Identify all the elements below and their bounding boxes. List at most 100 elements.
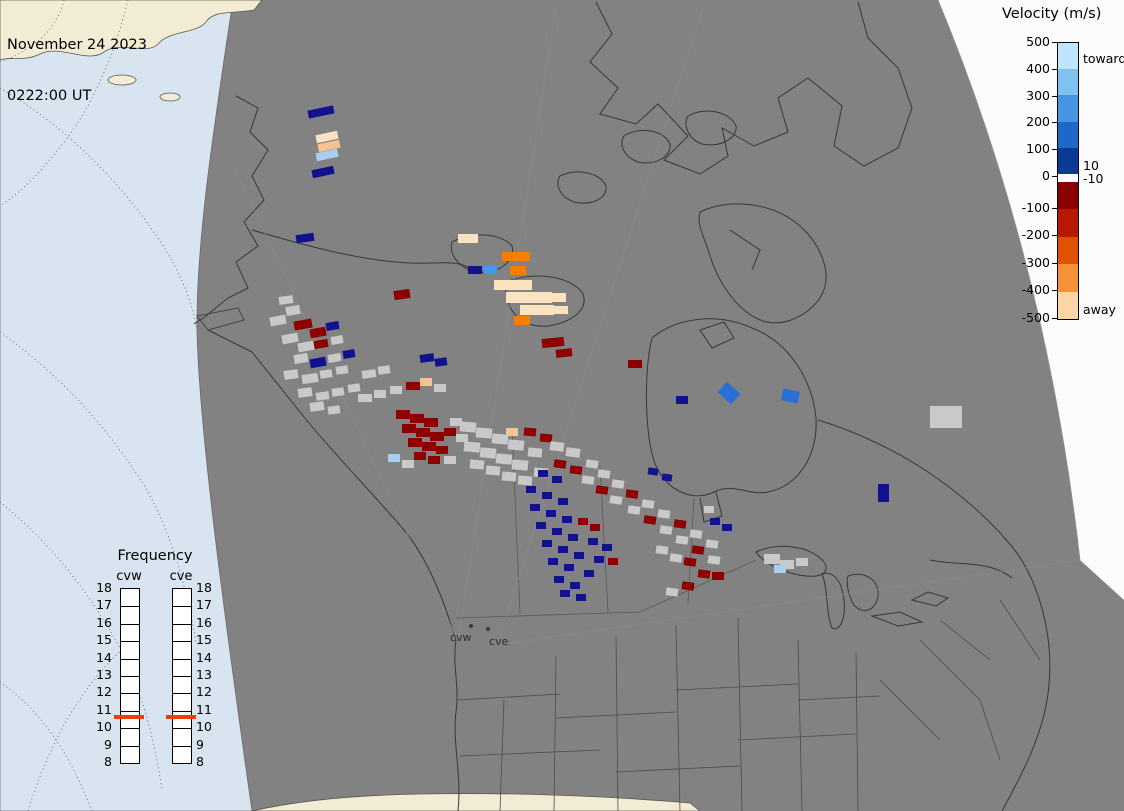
velocity-cell (307, 105, 335, 119)
toward-label: toward (1083, 51, 1124, 66)
velocity-cell (494, 280, 532, 290)
velocity-cell (576, 594, 586, 601)
velocity-cell (501, 471, 517, 482)
velocity-cell (673, 519, 687, 529)
velocity-cell (597, 469, 611, 479)
velocity-cell (434, 384, 446, 392)
velocity-tick-label: 400 (1026, 60, 1050, 76)
velocity-cell (419, 353, 435, 363)
frequency-title: Frequency (117, 548, 193, 564)
velocity-cell (408, 438, 422, 447)
velocity-cell (424, 418, 438, 427)
velocity-cell (485, 465, 501, 476)
velocity-cell (542, 492, 552, 499)
velocity-tick-label: 100 (1026, 141, 1050, 157)
frequency-tick-label: 9 (196, 736, 204, 752)
state-borders (457, 599, 1041, 811)
velocity-cell (627, 505, 641, 515)
frequency-column-label-cvw: cvw (116, 569, 142, 584)
velocity-cell (434, 357, 448, 367)
velocity-tick-mark (1052, 317, 1057, 319)
velocity-cell (278, 295, 294, 305)
velocity-cell (554, 306, 568, 314)
colorbar-segment (1058, 121, 1078, 148)
velocity-tick-label: -300 (1021, 254, 1050, 270)
velocity-tick-mark (1052, 122, 1057, 124)
velocity-cell (655, 545, 669, 555)
velocity-cell (390, 386, 402, 394)
velocity-cell (722, 524, 732, 531)
frequency-marker-cve (166, 714, 196, 719)
velocity-cell (590, 524, 600, 531)
frequency-tick-line (121, 658, 139, 660)
frequency-tick-label: 12 (196, 684, 212, 700)
velocity-tick-mark (1052, 290, 1057, 292)
velocity-cell (549, 441, 565, 452)
frequency-tick-label: 18 (96, 580, 112, 595)
velocity-cell (536, 522, 546, 529)
velocity-cell (393, 288, 411, 301)
velocity-cell (347, 383, 361, 393)
velocity-cell (526, 486, 536, 493)
velocity-cell (514, 316, 530, 325)
radar-site-dot (469, 624, 473, 628)
velocity-cell (542, 540, 552, 547)
velocity-cell (796, 558, 808, 566)
velocity-tick-label: 0 (1042, 168, 1050, 183)
frequency-tick-line (173, 641, 191, 643)
velocity-cell (295, 232, 315, 244)
velocity-colorbar (1057, 42, 1079, 320)
velocity-cell (780, 388, 801, 404)
velocity-cell (717, 381, 741, 405)
velocity-cell (647, 467, 659, 476)
velocity-cell (506, 428, 518, 436)
velocity-cell (495, 453, 513, 465)
velocity-cell (506, 292, 552, 303)
velocity-zero-band-label: -10 (1083, 171, 1104, 186)
frequency-tick-label: 15 (196, 632, 212, 648)
velocity-cell (774, 565, 786, 573)
colorbar-segment (1058, 209, 1078, 237)
velocity-tick-mark (1052, 235, 1057, 237)
graticule (0, 0, 198, 811)
away-label: away (1083, 302, 1116, 317)
velocity-cell (594, 556, 604, 563)
velocity-tick-label: 500 (1026, 34, 1050, 49)
velocity-cell (293, 318, 313, 331)
velocity-tick-mark (1052, 208, 1057, 209)
frequency-bar-cvw (120, 588, 140, 764)
radar-site-labels: cvw cve (450, 624, 509, 648)
fov-lines (232, 5, 1081, 646)
velocity-cell (558, 498, 568, 505)
velocity-cell (538, 470, 548, 477)
velocity-cell (878, 484, 889, 502)
velocity-cell (414, 452, 426, 460)
velocity-cell (705, 539, 719, 549)
velocity-cell (602, 544, 612, 551)
frequency-tick-line (173, 728, 191, 730)
frequency-tick-label: 13 (196, 667, 212, 682)
velocity-cell (780, 560, 794, 569)
velocity-tick-label: 300 (1026, 87, 1050, 103)
velocity-cell (657, 509, 671, 519)
velocity-cell (553, 459, 567, 469)
velocity-cell (469, 459, 485, 470)
velocity-cell (659, 525, 673, 535)
frequency-tick-line (173, 658, 191, 660)
frequency-tick-label: 14 (96, 649, 112, 665)
velocity-cells-layer (269, 105, 962, 601)
velocity-cell (491, 433, 509, 445)
velocity-cell (584, 570, 594, 577)
velocity-cell (315, 130, 339, 144)
frequency-tick-line (121, 623, 139, 625)
velocity-cell (511, 459, 529, 471)
velocity-cell (527, 447, 543, 458)
velocity-cell (444, 456, 456, 464)
velocity-cell (315, 148, 339, 162)
velocity-cell (330, 335, 344, 345)
velocity-cell (335, 365, 349, 375)
frequency-tick-label: 11 (96, 701, 112, 717)
frequency-tick-label: 13 (96, 667, 112, 682)
frequency-tick-label: 16 (96, 614, 112, 630)
velocity-cell (315, 391, 330, 401)
